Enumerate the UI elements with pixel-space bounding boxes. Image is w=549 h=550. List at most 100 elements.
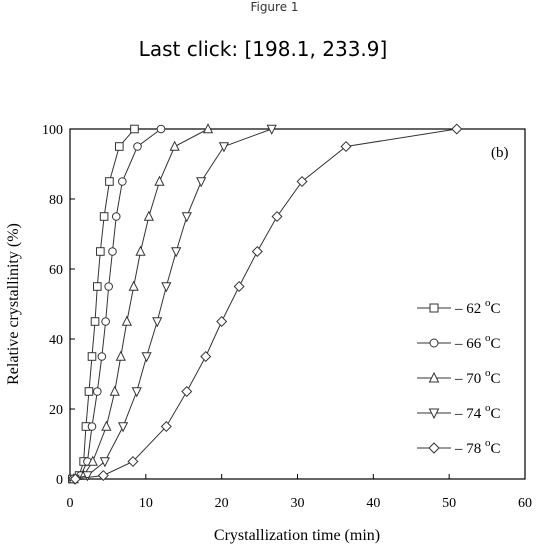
x-tick-label: 60 [518, 496, 532, 511]
data-point [87, 352, 97, 361]
y-tick-label: 60 [49, 263, 63, 278]
data-point [271, 210, 283, 223]
data-point [118, 177, 127, 186]
legend-marker [428, 408, 440, 420]
data-point [121, 315, 132, 326]
legend-series-name: 66 [466, 336, 485, 352]
legend-label: – 74 oC [454, 402, 501, 422]
x-tick-label: 30 [291, 496, 305, 511]
data-point [99, 212, 109, 221]
legend-entry: – 62 oC [417, 297, 501, 317]
legend-entry: – 66 oC [417, 332, 501, 352]
data-point [451, 123, 463, 135]
data-point [101, 317, 110, 326]
data-point [93, 387, 102, 396]
data-point [154, 175, 165, 186]
data-point [340, 140, 352, 153]
window-title: Figure 1 [250, 0, 299, 14]
y-axis: 0 20 40 60 80 100 [42, 123, 75, 488]
data-point [99, 457, 110, 468]
data-point [169, 140, 180, 151]
series-78 [69, 123, 463, 485]
data-point [143, 210, 154, 221]
panel-label: (b) [491, 145, 509, 161]
series-74 [69, 124, 277, 485]
y-tick-label: 0 [56, 473, 63, 488]
data-point [160, 420, 172, 433]
legend-series-name: 62 [466, 301, 485, 317]
series-line [75, 128, 457, 480]
data-point [135, 245, 146, 256]
data-point [200, 350, 212, 363]
y-tick-label: 80 [49, 193, 63, 208]
data-point [84, 387, 94, 396]
data-point [181, 385, 193, 398]
legend-marker [428, 442, 440, 454]
legend-marker [429, 303, 439, 313]
data-point [87, 455, 98, 466]
data-point [152, 317, 163, 328]
data-point [141, 352, 152, 363]
data-point [133, 142, 142, 151]
legend-unit: C [491, 301, 501, 317]
data-point [130, 124, 139, 134]
legend-label: – 62 oC [454, 297, 501, 317]
x-tick-label: 50 [442, 496, 456, 511]
x-tick-label: 40 [366, 496, 380, 511]
data-point [117, 422, 129, 433]
data-point [101, 420, 112, 431]
data-point [96, 247, 105, 256]
legend-entry: – 74 oC [417, 402, 501, 422]
legend-series-name: 74 [466, 406, 485, 422]
legend-unit: C [491, 336, 501, 352]
y-axis-label: Relative crystallinity (%) [5, 223, 22, 385]
data-point [109, 385, 120, 396]
legend: – 62 oC – 66 oC – 70 oC – 74 oC – 78 oC [417, 297, 501, 457]
legend-marker [429, 338, 439, 348]
data-point [233, 280, 245, 293]
data-point [156, 124, 166, 134]
legend-entry: – 78 oC [417, 437, 501, 457]
data-point [97, 352, 107, 361]
last-click-readout: Last click: [198.1, 233.9] [138, 37, 388, 61]
x-tick-label: 0 [67, 496, 74, 511]
x-axis-label: Crystallization time (min) [214, 527, 380, 544]
legend-marker [428, 371, 440, 383]
legend-unit: C [491, 371, 501, 387]
data-point [69, 473, 81, 485]
data-point [82, 471, 93, 482]
data-point [202, 123, 214, 134]
data-point [111, 212, 121, 221]
data-point [105, 177, 114, 186]
data-point [87, 422, 97, 431]
data-point [216, 315, 228, 328]
legend-label: – 66 oC [454, 332, 501, 352]
x-axis: 0 10 20 30 40 50 60 [67, 474, 532, 511]
data-point [127, 455, 139, 468]
data-point [266, 124, 277, 135]
degree-symbol: o [485, 332, 491, 344]
data-point [218, 142, 230, 153]
data-point [181, 212, 192, 223]
x-tick-label: 20 [215, 496, 229, 511]
data-point [161, 282, 172, 293]
degree-symbol: o [485, 367, 491, 379]
degree-symbol: o [485, 437, 491, 449]
data-point [114, 142, 124, 151]
data-point [296, 175, 308, 188]
data-point [131, 387, 142, 398]
legend-series-name: 78 [466, 441, 485, 457]
y-tick-label: 20 [49, 403, 63, 418]
degree-symbol: o [485, 297, 491, 309]
data-point [128, 280, 139, 291]
data-point [90, 317, 100, 326]
data-point [108, 247, 117, 256]
legend-entry: – 70 oC [417, 367, 501, 387]
series-layer [67, 123, 463, 485]
data-point [171, 247, 182, 258]
data-point [196, 177, 207, 188]
data-point [97, 469, 109, 482]
data-point [93, 282, 102, 291]
legend-label: – 78 oC [454, 437, 501, 457]
